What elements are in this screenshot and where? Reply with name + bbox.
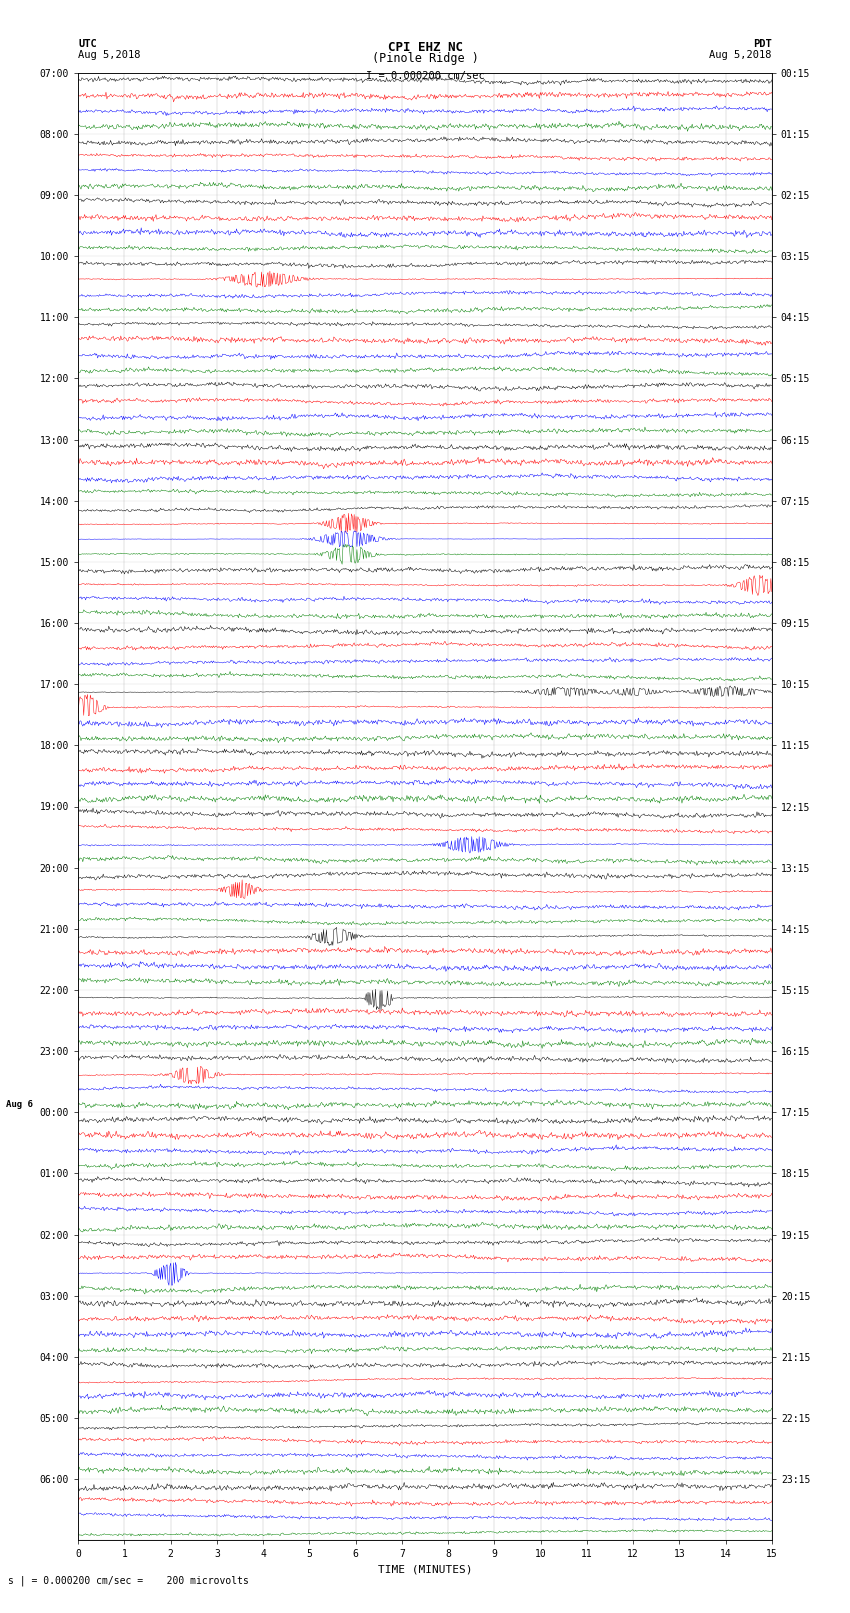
Text: CPI EHZ NC: CPI EHZ NC <box>388 40 462 53</box>
Text: Aug 6: Aug 6 <box>6 1100 33 1110</box>
Text: (Pinole Ridge ): (Pinole Ridge ) <box>371 52 479 65</box>
Text: Aug 5,2018: Aug 5,2018 <box>78 50 141 60</box>
Text: UTC: UTC <box>78 39 97 50</box>
Text: Aug 5,2018: Aug 5,2018 <box>709 50 772 60</box>
Text: s | = 0.000200 cm/sec =    200 microvolts: s | = 0.000200 cm/sec = 200 microvolts <box>8 1574 249 1586</box>
X-axis label: TIME (MINUTES): TIME (MINUTES) <box>377 1565 473 1574</box>
Text: PDT: PDT <box>753 39 772 50</box>
Text: I = 0.000200 cm/sec: I = 0.000200 cm/sec <box>366 71 484 81</box>
